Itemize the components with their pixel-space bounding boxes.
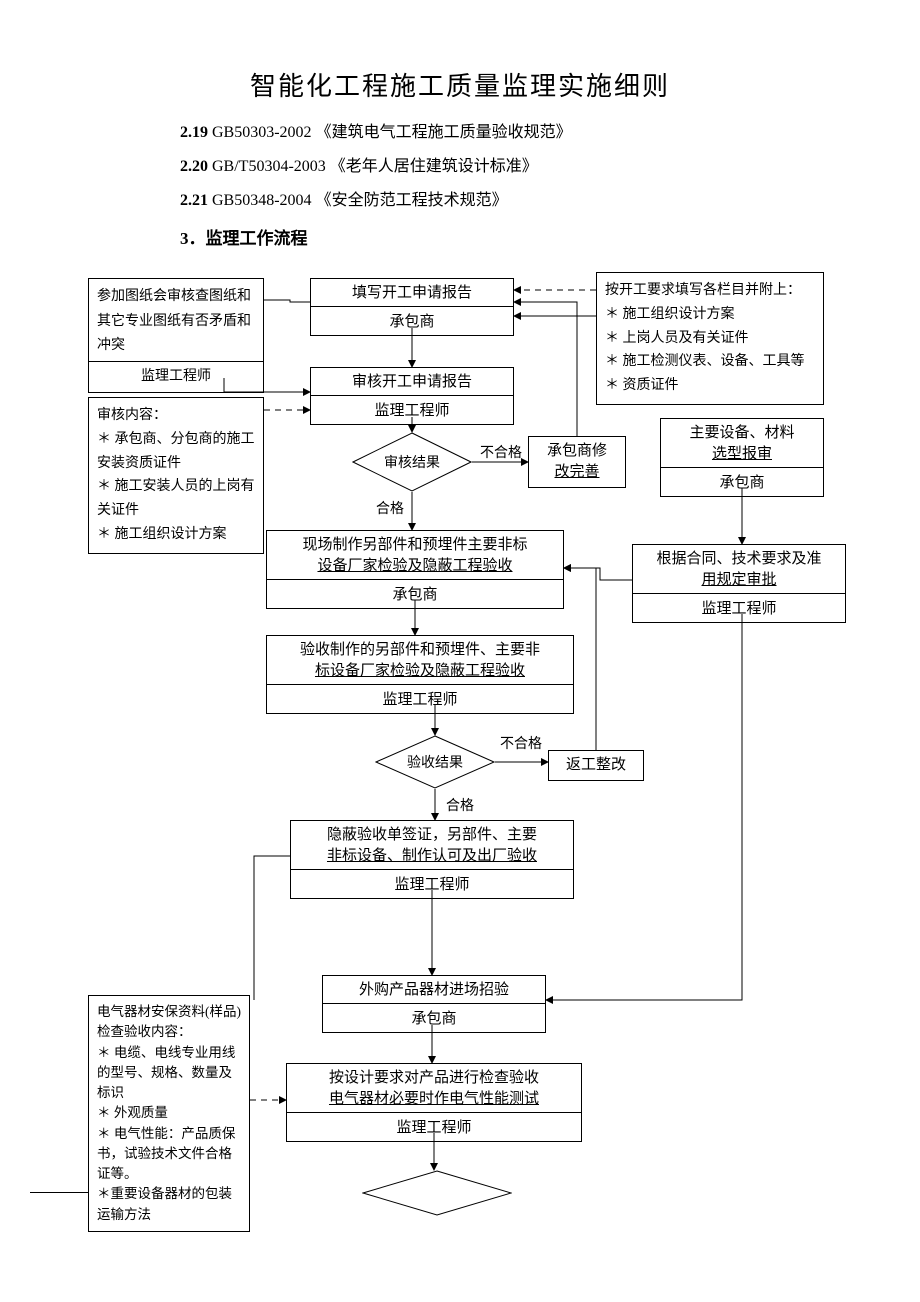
connectors (0, 0, 920, 1302)
